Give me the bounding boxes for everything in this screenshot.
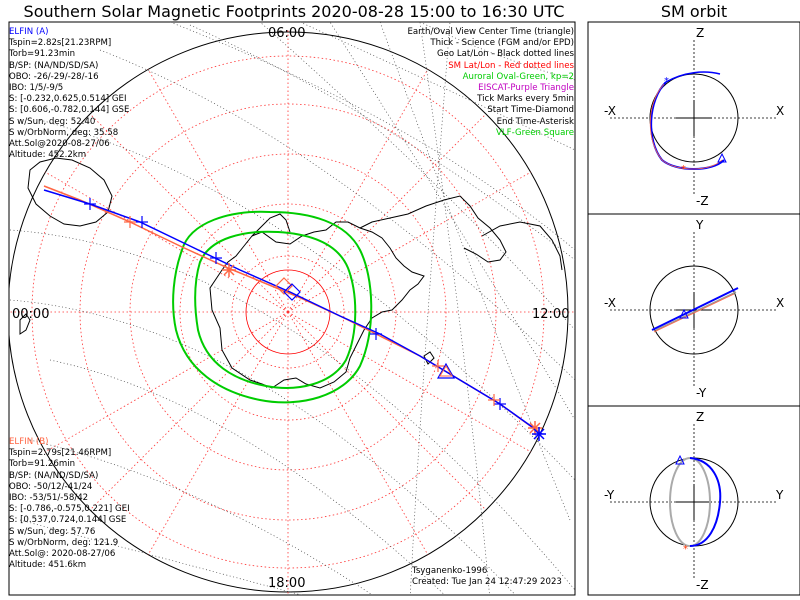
time-label-top: 06:00	[268, 26, 306, 41]
elfin-b-info: ELFIN (B) Tspin=2.79s[21.46RPM] Torb=91.…	[9, 437, 130, 571]
orbit-panel-yz: *	[610, 424, 778, 580]
elfin-a-view-center-triangle	[436, 362, 456, 379]
time-label-left: 00:00	[12, 307, 50, 322]
orbit2-left-label: -X	[604, 296, 616, 310]
africa-tip-outline	[481, 221, 563, 271]
elfin-a-line: Torb=91.23min	[9, 49, 76, 60]
orbit3-top-label: Z	[696, 410, 705, 424]
orbit3-left-label: -Y	[604, 488, 615, 502]
orbit-panel-xz: * *	[610, 40, 778, 196]
elfin-b-end-asterisk	[222, 263, 236, 277]
svg-text:*: *	[681, 164, 686, 175]
elfin-a-track	[43, 189, 543, 435]
elfin-a-end-asterisk	[532, 427, 546, 441]
elfin-b-line: S w/OrbNorm, deg: 121.9	[9, 537, 119, 548]
time-label-bottom: 18:00	[268, 576, 306, 591]
elfin-a-line: S: [0.606,-0.782,0.144] GSE	[9, 105, 130, 116]
elfin-b-line: Att.Sol@: 2020-08-27/06	[9, 549, 116, 560]
elfin-b-name: ELFIN (B)	[9, 437, 49, 447]
elfin-b-line: B/SP: (NA/ND/SD/SA)	[9, 470, 99, 481]
legend: Earth/Oval View Center Time (triangle) T…	[407, 27, 574, 139]
elfin-a-line: S w/OrbNorm, deg: 35.58	[9, 127, 119, 138]
sm-longitude-lines	[10, 30, 574, 594]
orbit1-left-label: -X	[604, 104, 616, 118]
legend-item: Geo Lat/Lon - Black dotted lines	[436, 49, 574, 60]
elfin-b-line: Tspin=2.79s[21.46RPM]	[9, 448, 112, 459]
australia-outline	[27, 157, 113, 227]
page-title: Southern Solar Magnetic Footprints 2020-…	[23, 2, 565, 21]
orbit1-right-label: X	[776, 104, 785, 118]
elfin-a-info: ELFIN (A) Tspin=2.82s[21.23RPM] Torb=91.…	[9, 27, 129, 161]
elfin-a-start-diamond	[283, 283, 301, 301]
elfin-a-line: B/SP: (NA/ND/SD/SA)	[9, 60, 99, 71]
legend-item: End Time-Asterisk	[496, 116, 574, 127]
orbit1-bottom-label: -Z	[696, 194, 709, 208]
elfin-b-line: S: [0.537,0.724,0.144] GSE	[9, 515, 127, 526]
orbit3-right-label: Y	[776, 488, 784, 502]
elfin-a-line: OBO: -26/-29/-28/-16	[9, 71, 99, 82]
elfin-a-line: S: [-0.232,0.625,0.514] GEI	[9, 94, 127, 105]
map-frame	[8, 21, 576, 596]
elfin-b-line: S: [-0.786,-0.575,0.221] GEI	[9, 504, 130, 515]
elfin-a-line: S w/Sun, deg: 52.40	[9, 116, 96, 127]
elfin-a-line: IBO: 1/5/-9/5	[9, 83, 64, 94]
time-label-right: 12:00	[532, 307, 570, 322]
auroral-oval-outer	[172, 210, 373, 404]
elfin-b-line: OBO: -50/12/-41/24	[9, 481, 93, 492]
elfin-a-line: Altitude: 452.2km	[9, 150, 87, 161]
legend-item: VLF-Green Square	[495, 127, 574, 138]
elfin-a-ticks	[84, 198, 506, 410]
orbit-panel-xy	[610, 232, 778, 388]
orbit1-top-label: Z	[696, 26, 705, 40]
orbit-frame	[587, 21, 800, 596]
elfin-b-line: Altitude: 451.6km	[9, 560, 87, 571]
new-zealand-outline	[19, 313, 31, 335]
elfin-a-line: Tspin=2.82s[21.23RPM]	[9, 38, 112, 49]
elfin-b-view-center-triangle	[439, 365, 453, 377]
elfin-a-name: ELFIN (A)	[9, 27, 49, 37]
elfin-b-line: IBO: -53/51/-58/42	[9, 493, 89, 504]
orbit2-top-label: Y	[696, 218, 704, 232]
elfin-a-line: Att.Sol@2020-08-27/06	[9, 139, 110, 150]
model-credit: Tsyganenko-1996	[412, 566, 488, 576]
orbit2-right-label: X	[776, 296, 785, 310]
legend-item: Start Time-Diamond	[487, 105, 574, 116]
elfin-b-line: Torb=91.26min	[9, 459, 76, 470]
credits: Tsyganenko-1996 Created: Tue Jan 24 12:4…	[412, 566, 562, 588]
orbit3-bottom-label: -Z	[696, 578, 709, 592]
svg-text:*: *	[664, 76, 669, 87]
legend-item: SM Lat/Lon - Red dotted lines	[448, 60, 574, 71]
elfin-b-start-diamond	[275, 277, 293, 295]
orbit2-bottom-label: -Y	[696, 386, 707, 400]
orbit-panel-title: SM orbit	[660, 2, 728, 21]
legend-item: Earth/Oval View Center Time (triangle)	[407, 27, 574, 37]
polar-map	[9, 22, 575, 595]
legend-item: Auroral Oval-Green, kp=2	[462, 71, 574, 82]
legend-item: Tick Marks every 5min	[477, 94, 574, 105]
south-america-coast	[359, 195, 507, 263]
legend-item: Thick - Science (FGM and/or EPD)	[430, 38, 574, 49]
south-america-outline	[251, 213, 291, 237]
legend-item: EISCAT-Purple Triangle	[478, 83, 574, 94]
auroral-oval-inner	[194, 230, 357, 389]
elfin-b-ticks	[124, 216, 500, 406]
island-outline	[423, 351, 435, 365]
svg-text:*: *	[683, 544, 688, 555]
created-timestamp: Created: Tue Jan 24 12:47:29 2023	[412, 577, 562, 588]
elfin-b-line: S w/Sun, deg: 57.76	[9, 526, 96, 537]
